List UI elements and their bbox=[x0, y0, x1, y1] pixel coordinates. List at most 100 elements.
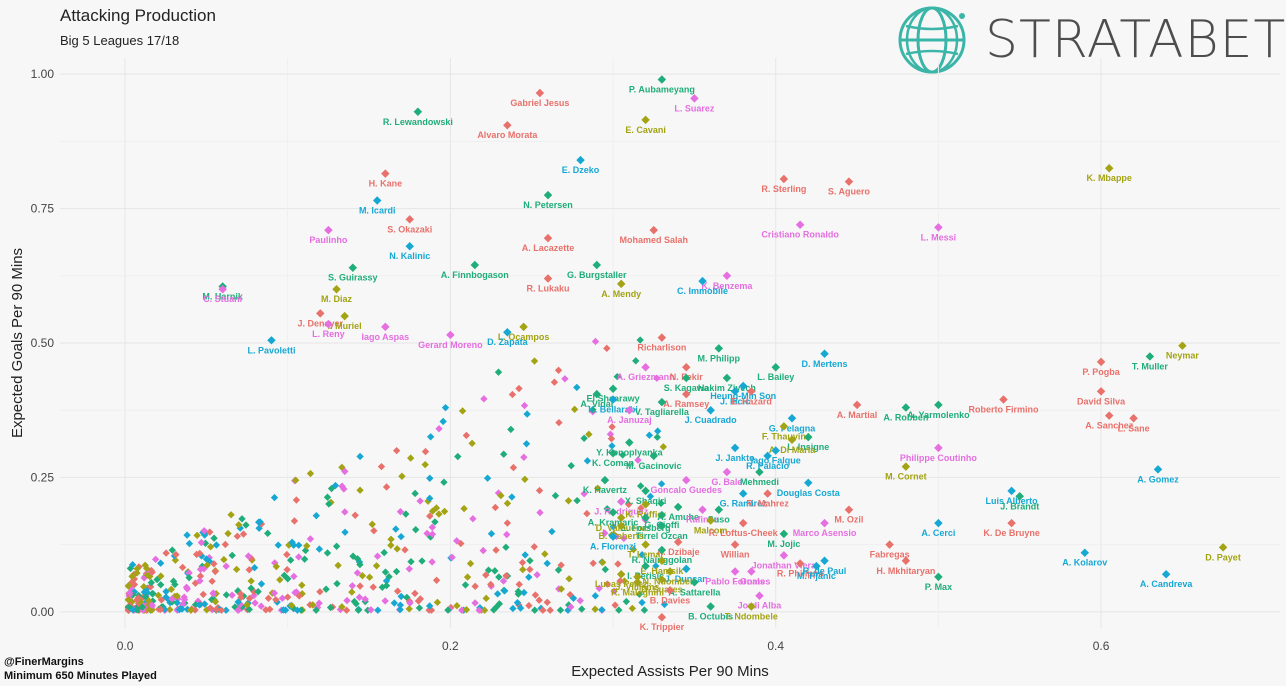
scatter-point bbox=[266, 605, 274, 613]
point-label: D. Payet bbox=[1205, 552, 1241, 562]
point-label: M. Ozil bbox=[834, 515, 863, 525]
scatter-point bbox=[503, 499, 512, 508]
scatter-point bbox=[636, 336, 644, 344]
scatter-point bbox=[426, 512, 434, 520]
scatter-point bbox=[372, 562, 381, 570]
scatter-point bbox=[901, 403, 911, 412]
scatter-point bbox=[397, 592, 405, 601]
scatter-point bbox=[657, 510, 667, 520]
scatter-point bbox=[576, 597, 584, 605]
scatter-point bbox=[682, 475, 691, 485]
point-label: I. Muriel bbox=[328, 321, 362, 331]
point-label: Goncalo Guedes bbox=[651, 485, 723, 495]
scatter-point bbox=[405, 215, 414, 224]
scatter-point bbox=[603, 580, 612, 588]
scatter-point bbox=[382, 581, 391, 590]
scatter-point bbox=[428, 523, 436, 531]
scatter-point bbox=[543, 233, 553, 243]
scatter-point bbox=[625, 405, 634, 415]
point-label: M. Harnik bbox=[202, 292, 244, 302]
scatter-point bbox=[625, 500, 633, 509]
scatter-point bbox=[278, 594, 287, 602]
scatter-point bbox=[390, 599, 398, 607]
scatter-point bbox=[196, 577, 204, 585]
scatter-point bbox=[722, 271, 732, 281]
point-label: R. Mahrez bbox=[746, 499, 789, 509]
scatter-point bbox=[133, 569, 141, 577]
point-label: Gabriel Jesus bbox=[510, 98, 569, 108]
point-label: H. Kane bbox=[369, 179, 403, 189]
point-label: Luis Alberto bbox=[986, 496, 1039, 506]
scatter-point bbox=[804, 478, 813, 488]
scatter-point bbox=[356, 452, 364, 461]
point-label: R. Lewandowski bbox=[383, 117, 453, 127]
scatter-point bbox=[239, 530, 248, 538]
point-label: A. Lacazette bbox=[522, 243, 575, 253]
scatter-point bbox=[148, 589, 156, 598]
point-label: P. Aubameyang bbox=[629, 85, 695, 95]
point-label: A. Januzaj bbox=[607, 415, 652, 425]
scatter-point bbox=[421, 447, 430, 456]
scatter-point bbox=[570, 405, 579, 414]
point-label: Gerard Moreno bbox=[418, 340, 483, 350]
chart-title: Attacking Production bbox=[60, 6, 216, 25]
scatter-point bbox=[396, 507, 405, 516]
point-label: J. Jankto bbox=[716, 453, 756, 463]
scatter-point bbox=[151, 555, 160, 564]
y-tick-label: 0.25 bbox=[31, 470, 55, 484]
scatter-point bbox=[682, 564, 691, 574]
scatter-point bbox=[183, 531, 191, 539]
scatter-point bbox=[356, 560, 364, 569]
scatter-point bbox=[555, 418, 563, 427]
scatter-point bbox=[501, 587, 509, 595]
scatter-point bbox=[128, 561, 137, 569]
scatter-point bbox=[580, 490, 588, 498]
scatter-point bbox=[653, 433, 661, 441]
scatter-point bbox=[178, 563, 187, 572]
scatter-point bbox=[901, 462, 911, 471]
scatter-point bbox=[523, 410, 531, 418]
scatter-point bbox=[619, 451, 627, 459]
scatter-point bbox=[564, 497, 573, 505]
scatter-point bbox=[341, 528, 349, 536]
scatter-point bbox=[1218, 543, 1228, 552]
scatter-point bbox=[738, 381, 748, 391]
point-label: L. Pavoletti bbox=[247, 345, 295, 355]
point-label: I. Perisic bbox=[627, 571, 664, 581]
point-label: J. Duncan bbox=[665, 574, 708, 584]
scatter-point bbox=[471, 582, 479, 591]
scatter-point bbox=[458, 606, 466, 614]
scatter-point bbox=[283, 565, 291, 574]
scatter-point bbox=[463, 573, 472, 581]
point-label: B. Davies bbox=[650, 595, 691, 605]
scatter-point bbox=[591, 337, 600, 346]
scatter-point bbox=[820, 518, 829, 528]
scatter-point bbox=[316, 588, 324, 596]
scatter-point bbox=[295, 541, 303, 549]
scatter-point bbox=[211, 597, 220, 606]
scatter-point bbox=[497, 491, 505, 500]
scatter-point bbox=[567, 462, 575, 470]
scatter-point bbox=[173, 592, 181, 600]
scatter-point bbox=[255, 518, 263, 526]
scatter-point bbox=[673, 502, 683, 512]
scatter-point bbox=[615, 606, 623, 614]
point-label: T. Muller bbox=[1132, 361, 1169, 371]
scatter-point bbox=[439, 417, 447, 426]
scatter-point bbox=[637, 504, 645, 512]
scatter-point bbox=[690, 94, 699, 103]
scatter-point bbox=[203, 561, 211, 569]
scatter-point bbox=[548, 527, 556, 536]
scatter-point bbox=[373, 552, 382, 560]
scatter-point bbox=[369, 583, 377, 591]
scatter-point bbox=[690, 578, 699, 587]
scatter-point bbox=[657, 75, 667, 84]
scatter-point bbox=[167, 585, 175, 593]
point-label: L. Bailey bbox=[757, 372, 794, 382]
point-label: D. Suares bbox=[641, 585, 683, 595]
scatter-point bbox=[573, 383, 581, 392]
scatter-point bbox=[654, 427, 662, 435]
scatter-point bbox=[322, 585, 330, 593]
scatter-point bbox=[495, 573, 503, 581]
point-label: Pablo Fornals bbox=[705, 577, 765, 587]
